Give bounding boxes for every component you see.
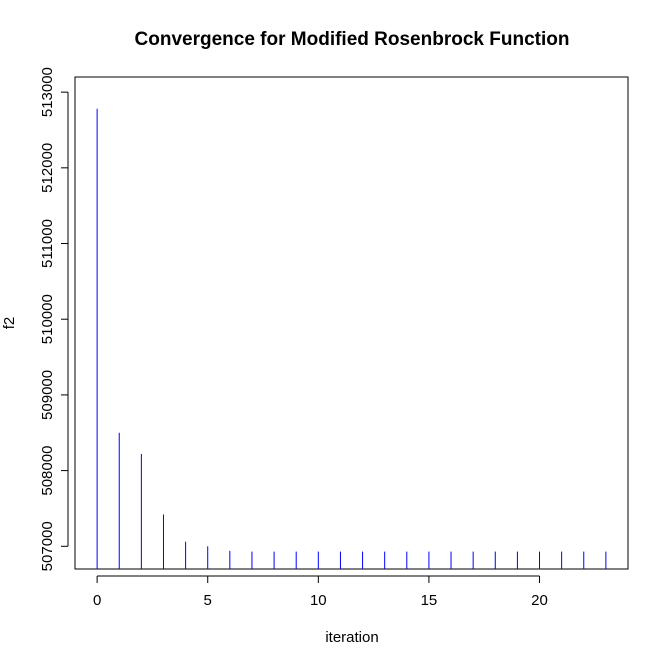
x-tick-label: 15 [421, 592, 438, 609]
x-tick-label: 20 [531, 592, 548, 609]
x-tick-label: 0 [93, 592, 101, 609]
x-axis: 0 5 10 15 20 [93, 575, 548, 609]
data-series [96, 108, 607, 570]
x-tick-label: 10 [310, 592, 327, 609]
y-tick-label: 510000 [39, 294, 56, 344]
y-axis-label: f2 [1, 317, 18, 330]
y-axis: 507000 508000 509000 510000 511000 512000 5130… [39, 67, 69, 571]
plot-frame [74, 76, 629, 570]
y-tick-label: 509000 [39, 370, 56, 420]
y-tick-label: 507000 [39, 521, 56, 571]
x-axis-label: iteration [325, 629, 378, 646]
y-tick-label: 513000 [39, 67, 56, 117]
y-tick-label: 512000 [39, 143, 56, 193]
x-tick-label: 5 [204, 592, 212, 609]
y-tick-label: 508000 [39, 446, 56, 496]
y-tick-label: 511000 [39, 219, 56, 268]
chart-title: Convergence for Modified Rosenbrock Func… [135, 29, 570, 50]
